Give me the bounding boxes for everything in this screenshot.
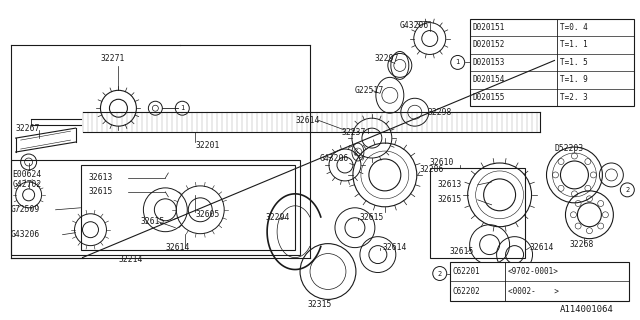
Text: C62201: C62201: [452, 267, 481, 276]
Text: 32614: 32614: [295, 116, 319, 125]
Text: 32271: 32271: [100, 54, 125, 63]
Text: 32298: 32298: [428, 108, 452, 117]
Bar: [430, 168, 525, 258]
Text: 32214: 32214: [118, 255, 143, 264]
Text: 32605: 32605: [195, 210, 220, 219]
Text: D020155: D020155: [473, 93, 505, 102]
Text: 32315: 32315: [308, 300, 332, 309]
Text: <0002-    >: <0002- >: [508, 287, 559, 296]
Text: 1: 1: [180, 105, 184, 111]
Text: <9702-0001>: <9702-0001>: [508, 267, 559, 276]
Text: 32613: 32613: [438, 180, 462, 189]
Text: 32614: 32614: [529, 243, 554, 252]
Text: 1: 1: [456, 60, 460, 65]
Text: 32294: 32294: [265, 213, 289, 222]
Bar: [11, 160, 300, 255]
Text: 32201: 32201: [195, 140, 220, 149]
Text: 32610: 32610: [430, 158, 454, 167]
Text: 32267: 32267: [15, 124, 40, 132]
Text: 32614: 32614: [383, 243, 407, 252]
Bar: [81, 165, 295, 250]
Text: A114001064: A114001064: [559, 305, 613, 314]
Text: 32615: 32615: [88, 188, 113, 196]
Text: 32615: 32615: [438, 195, 462, 204]
Bar: [470, 19, 634, 106]
Text: T=1. 1: T=1. 1: [561, 40, 588, 49]
Text: 32268: 32268: [570, 240, 594, 249]
Text: 32286: 32286: [420, 165, 444, 174]
Text: D52203: D52203: [554, 144, 584, 153]
Text: T=1. 9: T=1. 9: [561, 76, 588, 84]
Text: D020153: D020153: [473, 58, 505, 67]
Text: 32615: 32615: [140, 217, 164, 226]
Text: G42702: G42702: [13, 180, 42, 189]
Text: 32614: 32614: [165, 243, 189, 252]
Text: E00624: E00624: [13, 171, 42, 180]
Text: G43206: G43206: [400, 21, 429, 30]
Text: 32613: 32613: [88, 173, 113, 182]
Text: D020152: D020152: [473, 40, 505, 49]
Text: 32615: 32615: [450, 247, 474, 256]
Text: G43206: G43206: [320, 154, 349, 163]
Text: 32297: 32297: [375, 54, 399, 63]
Text: 32615: 32615: [360, 213, 384, 222]
Text: 2: 2: [438, 270, 442, 276]
Text: T=2. 3: T=2. 3: [561, 93, 588, 102]
Text: D020151: D020151: [473, 23, 505, 32]
Text: T=0. 4: T=0. 4: [561, 23, 588, 32]
Text: G72509: G72509: [11, 205, 40, 214]
Text: G43206: G43206: [11, 230, 40, 239]
Text: 2: 2: [625, 187, 630, 193]
Text: C62202: C62202: [452, 287, 481, 296]
Text: G22517: G22517: [355, 86, 384, 95]
Text: D020154: D020154: [473, 76, 505, 84]
Bar: [450, 261, 629, 301]
Text: T=1. 5: T=1. 5: [561, 58, 588, 67]
Text: 32237: 32237: [342, 128, 366, 137]
